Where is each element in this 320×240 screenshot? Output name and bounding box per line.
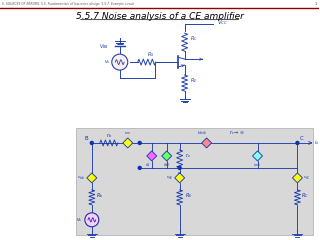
Text: $i_o$: $i_o$ bbox=[314, 138, 320, 147]
Text: $R_S$: $R_S$ bbox=[147, 50, 154, 59]
Text: 1: 1 bbox=[315, 2, 317, 6]
Text: 5.5.7 Noise analysis of a CE amplifier: 5.5.7 Noise analysis of a CE amplifier bbox=[76, 12, 244, 21]
Text: $R_E$: $R_E$ bbox=[190, 76, 197, 84]
Text: $i_{cob}$: $i_{cob}$ bbox=[253, 161, 262, 168]
Circle shape bbox=[85, 213, 99, 227]
Text: $r_z$: $r_z$ bbox=[185, 151, 190, 160]
Text: $V_{BB}$: $V_{BB}$ bbox=[99, 42, 109, 51]
Polygon shape bbox=[202, 138, 212, 148]
Circle shape bbox=[90, 141, 93, 144]
Bar bbox=[0, 0, 319, 8]
Text: $r_c \rightarrow \infty$: $r_c \rightarrow \infty$ bbox=[229, 128, 244, 137]
Text: $R_C$: $R_C$ bbox=[190, 34, 197, 43]
Bar bbox=[76, 128, 313, 235]
Circle shape bbox=[178, 166, 181, 169]
Polygon shape bbox=[292, 173, 302, 183]
Circle shape bbox=[296, 141, 299, 144]
Text: $R_C$: $R_C$ bbox=[301, 192, 309, 200]
Text: $R_b$: $R_b$ bbox=[96, 192, 103, 200]
Text: $V_{CC}$: $V_{CC}$ bbox=[217, 18, 228, 27]
Polygon shape bbox=[252, 151, 262, 161]
Text: $r_b$: $r_b$ bbox=[106, 131, 112, 140]
Text: $v_{ab}$: $v_{ab}$ bbox=[77, 174, 85, 182]
Text: E: E bbox=[178, 172, 181, 177]
Polygon shape bbox=[175, 173, 185, 183]
Text: $R_E$: $R_E$ bbox=[185, 192, 192, 200]
Text: B: B bbox=[84, 136, 88, 141]
Text: $v_{rn}$: $v_{rn}$ bbox=[124, 130, 132, 137]
Text: $h_{fe}i_b$: $h_{fe}i_b$ bbox=[197, 129, 208, 137]
Text: $v_s$: $v_s$ bbox=[76, 216, 83, 224]
Circle shape bbox=[112, 54, 128, 70]
Text: $v_s$: $v_s$ bbox=[104, 58, 111, 66]
Polygon shape bbox=[162, 151, 172, 161]
Text: C: C bbox=[300, 136, 303, 141]
Text: $v_{rE}$: $v_{rE}$ bbox=[166, 174, 174, 182]
Circle shape bbox=[138, 166, 141, 169]
Polygon shape bbox=[87, 173, 97, 183]
Text: 5. SOURCES OF ERRORS. 5.5. Fundamentals of low-noise design. 5.5.7. Example circ: 5. SOURCES OF ERRORS. 5.5. Fundamentals … bbox=[2, 2, 134, 6]
Circle shape bbox=[138, 141, 141, 144]
Polygon shape bbox=[147, 151, 157, 161]
Text: $i_{bf}$: $i_{bf}$ bbox=[145, 161, 151, 168]
Text: $v_{rC}$: $v_{rC}$ bbox=[303, 174, 311, 182]
Polygon shape bbox=[123, 138, 133, 148]
Text: $i_{bkf}$: $i_{bkf}$ bbox=[163, 161, 171, 168]
